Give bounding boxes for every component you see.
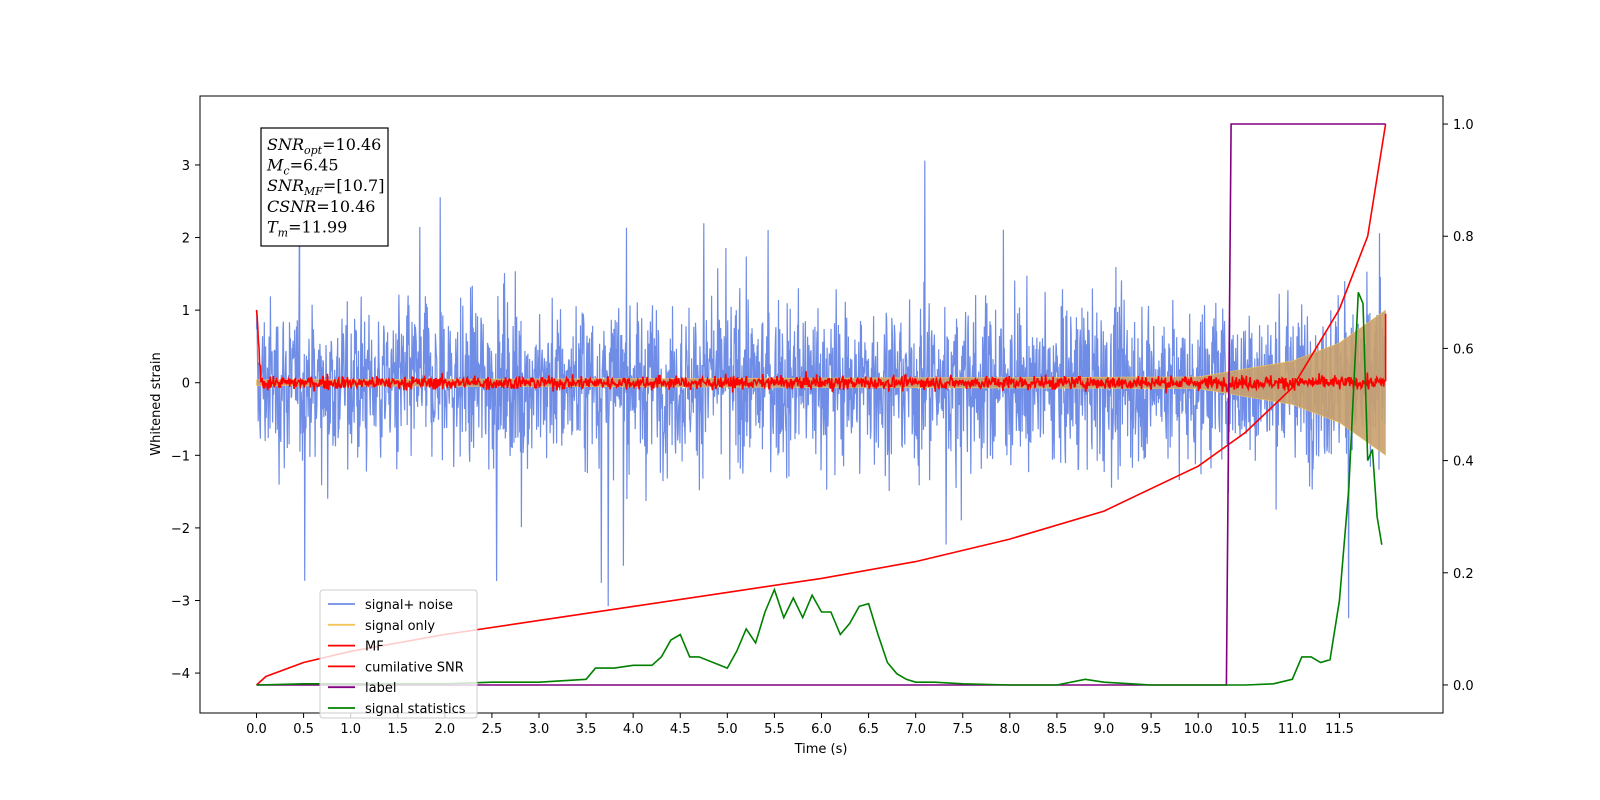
x-tick-label: 7.0	[905, 722, 926, 737]
x-tick-label: 9.5	[1141, 722, 1162, 737]
y-right-tick-label: 0.6	[1453, 342, 1474, 357]
x-tick-label: 7.5	[952, 722, 973, 737]
x-tick-label: 5.0	[717, 722, 738, 737]
snr-annotation-box: SNRopt=10.46Mc=6.45SNRMF=[10.7]CSNR=10.4…	[260, 127, 389, 247]
y-tick-label: 1	[182, 304, 190, 319]
x-tick-label: 8.5	[1047, 722, 1068, 737]
y-right-tick-label: 0.4	[1453, 455, 1474, 470]
annotation-frame	[260, 127, 389, 247]
legend-label: label	[365, 681, 396, 696]
x-tick-label: 2.0	[434, 722, 455, 737]
y-axis-left: 3 2 1 0 −1 −2 −3 −4	[171, 159, 200, 682]
series-mf-line	[255, 310, 1387, 394]
y-tick-label: 3	[182, 159, 190, 174]
y-axis-right: 1.0 0.8 0.6 0.4 0.2 0.0	[1443, 118, 1474, 694]
x-tick-label: 3.5	[576, 722, 597, 737]
x-tick-label: 0.0	[246, 722, 267, 737]
annotation-line: SNRMF=[10.7]	[267, 176, 384, 198]
x-tick-label: 6.0	[811, 722, 832, 737]
legend-label: signal statistics	[365, 702, 466, 717]
x-tick-label: 11.0	[1278, 722, 1307, 737]
legend-label: signal+ noise	[365, 598, 453, 613]
y-tick-label: −1	[171, 449, 190, 464]
legend-label: cumilative SNR	[365, 660, 464, 675]
x-tick-label: 3.0	[529, 722, 550, 737]
y-tick-label: −2	[171, 522, 190, 537]
legend-label: signal only	[365, 619, 435, 634]
y-tick-label: 0	[182, 377, 190, 392]
x-tick-label: 1.5	[387, 722, 408, 737]
x-tick-label: 4.5	[670, 722, 691, 737]
y-right-tick-label: 0.8	[1453, 230, 1474, 245]
x-tick-label: 5.5	[764, 722, 785, 737]
x-tick-label: 8.0	[999, 722, 1020, 737]
y-right-tick-label: 0.0	[1453, 679, 1474, 694]
x-tick-label: 10.5	[1231, 722, 1260, 737]
y-right-tick-label: 0.2	[1453, 567, 1474, 582]
series-label-line	[256, 123, 1386, 686]
series-signal-noise-line	[255, 160, 1387, 619]
y-right-tick-label: 1.0	[1453, 118, 1474, 133]
y-tick-label: 2	[182, 232, 190, 247]
legend-label: MF	[365, 640, 384, 655]
x-tick-label: 6.5	[858, 722, 879, 737]
y-tick-label: −3	[171, 594, 190, 609]
annotation-line: Mc=6.45	[266, 156, 339, 178]
legend: signal+ noise signal only MF cumilative SNR…	[319, 589, 478, 719]
y-tick-label: −4	[171, 667, 190, 682]
x-axis: 0.0 0.5 1.0 1.5 2.0 2.5 3.0 3.5 4.0 4.5 5.0 5.5 6.0 6…	[246, 713, 1354, 737]
x-tick-label: 0.5	[293, 722, 314, 737]
annotation-line: SNRopt=10.46	[267, 135, 381, 157]
x-tick-label: 9.0	[1094, 722, 1115, 737]
x-tick-label: 1.0	[340, 722, 361, 737]
annotation-line: Tm=11.99	[267, 217, 347, 239]
x-tick-label: 2.5	[482, 722, 503, 737]
x-tick-label: 11.5	[1325, 722, 1354, 737]
x-tick-label: 4.0	[623, 722, 644, 737]
x-tick-label: 10.0	[1184, 722, 1213, 737]
legend-frame	[319, 589, 478, 719]
annotation-line: CSNR=10.46	[267, 197, 375, 216]
series-signal-statistics-line	[256, 291, 1383, 686]
x-axis-label: Time (s)	[794, 742, 848, 757]
y-axis-label: Whitened strain	[149, 352, 164, 455]
